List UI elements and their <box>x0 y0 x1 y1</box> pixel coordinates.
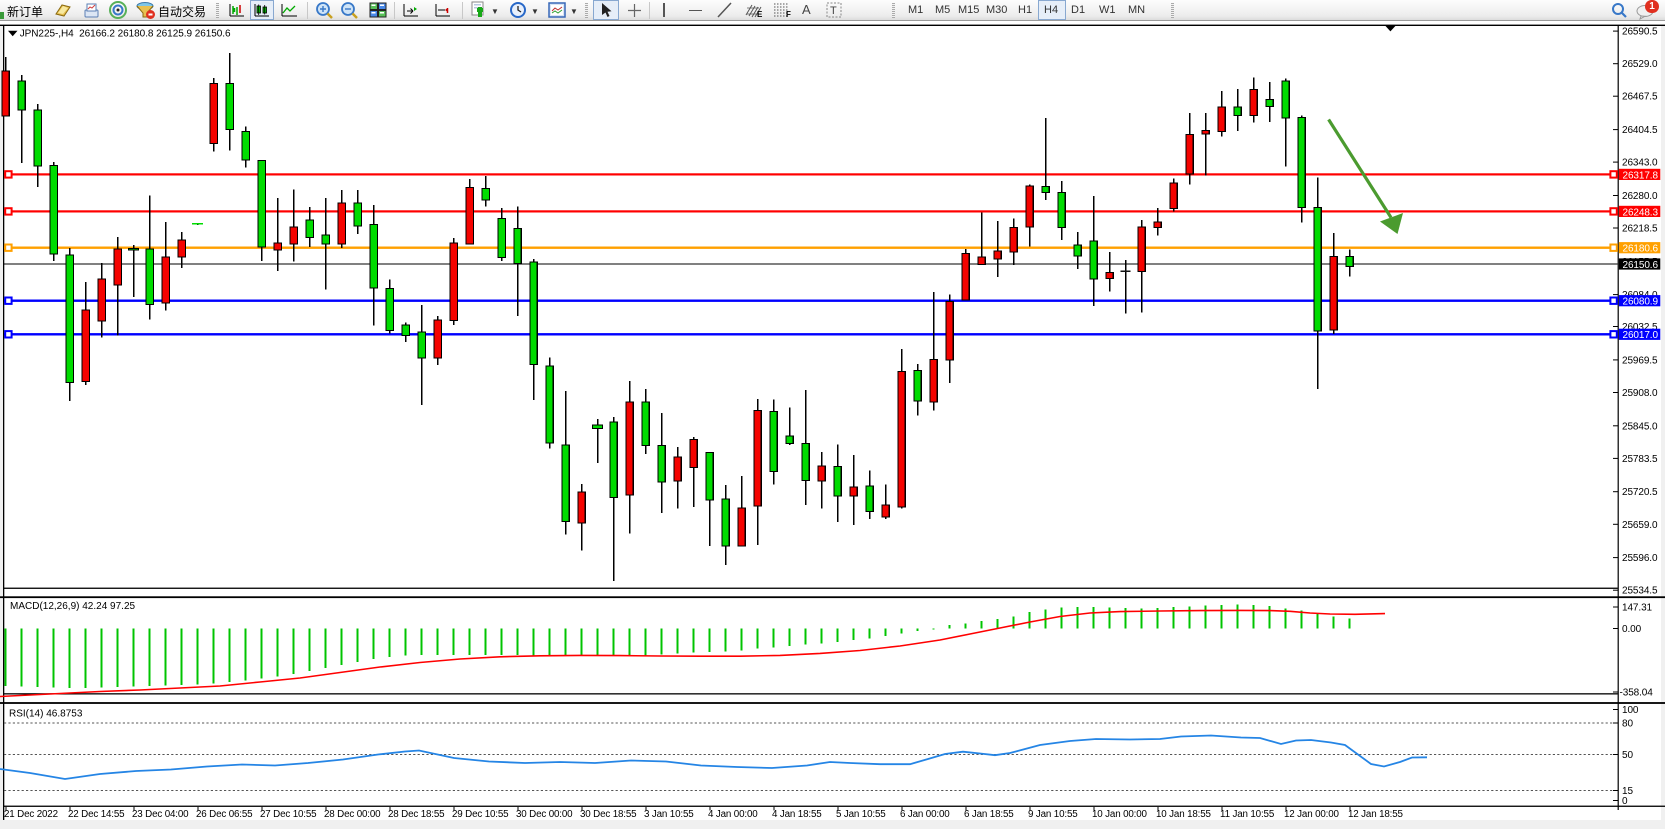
svg-text:6 Jan 18:55: 6 Jan 18:55 <box>964 809 1014 820</box>
svg-text:27 Dec 10:55: 27 Dec 10:55 <box>260 809 317 820</box>
svg-text:26032.5: 26032.5 <box>1622 322 1658 333</box>
svg-text:50: 50 <box>1622 750 1633 761</box>
svg-text:6 Jan 00:00: 6 Jan 00:00 <box>900 809 950 820</box>
svg-text:25845.0: 25845.0 <box>1622 421 1658 432</box>
svg-text:11 Jan 10:55: 11 Jan 10:55 <box>1220 809 1275 820</box>
svg-text:100: 100 <box>1622 705 1639 716</box>
svg-text:26150.6: 26150.6 <box>1623 260 1659 271</box>
svg-text:0.00: 0.00 <box>1622 624 1642 635</box>
svg-text:23 Dec 04:00: 23 Dec 04:00 <box>132 809 189 820</box>
svg-text:30 Dec 00:00: 30 Dec 00:00 <box>516 809 573 820</box>
svg-text:25783.5: 25783.5 <box>1622 454 1658 465</box>
svg-text:10 Jan 00:00: 10 Jan 00:00 <box>1092 809 1148 820</box>
svg-text:26218.5: 26218.5 <box>1622 224 1658 235</box>
svg-text:25596.0: 25596.0 <box>1622 553 1658 564</box>
svg-text:30 Dec 18:55: 30 Dec 18:55 <box>580 809 637 820</box>
svg-text:25969.5: 25969.5 <box>1622 355 1658 366</box>
svg-text:4 Jan 00:00: 4 Jan 00:00 <box>708 809 758 820</box>
svg-text:26529.0: 26529.0 <box>1622 59 1658 70</box>
svg-text:26280.0: 26280.0 <box>1622 191 1658 202</box>
svg-text:28 Dec 18:55: 28 Dec 18:55 <box>388 809 445 820</box>
svg-text:T: T <box>830 5 837 17</box>
svg-text:4 Jan 18:55: 4 Jan 18:55 <box>772 809 822 820</box>
svg-text:25659.0: 25659.0 <box>1622 520 1658 531</box>
svg-text:0: 0 <box>1622 796 1628 807</box>
svg-text:22 Dec 14:55: 22 Dec 14:55 <box>68 809 125 820</box>
svg-text:9 Jan 10:55: 9 Jan 10:55 <box>1028 809 1078 820</box>
svg-text:25908.0: 25908.0 <box>1622 388 1658 399</box>
svg-text:26317.8: 26317.8 <box>1623 170 1659 181</box>
svg-text:JPN225-,H4 26166.2 26180.8 26: JPN225-,H4 26166.2 26180.8 26125.9 26150… <box>20 29 231 40</box>
svg-text:26 Dec 06:55: 26 Dec 06:55 <box>196 809 253 820</box>
svg-text:26404.5: 26404.5 <box>1622 125 1658 136</box>
svg-text:26467.5: 26467.5 <box>1622 92 1658 103</box>
svg-text:12 Jan 00:00: 12 Jan 00:00 <box>1284 809 1340 820</box>
svg-text:25534.5: 25534.5 <box>1622 586 1658 597</box>
svg-text:-358.04: -358.04 <box>1620 688 1654 699</box>
svg-text:15: 15 <box>1622 786 1633 797</box>
svg-text:5 Jan 10:55: 5 Jan 10:55 <box>836 809 886 820</box>
svg-text:RSI(14) 46.8753: RSI(14) 46.8753 <box>9 709 83 720</box>
svg-text:12 Jan 18:55: 12 Jan 18:55 <box>1348 809 1404 820</box>
svg-text:25720.5: 25720.5 <box>1622 487 1658 498</box>
svg-text:26180.6: 26180.6 <box>1623 244 1659 255</box>
svg-text:80: 80 <box>1622 719 1633 730</box>
svg-text:26248.3: 26248.3 <box>1623 207 1659 218</box>
svg-text:3 Jan 10:55: 3 Jan 10:55 <box>644 809 694 820</box>
svg-text:21 Dec 2022: 21 Dec 2022 <box>4 809 58 820</box>
svg-text:29 Dec 10:55: 29 Dec 10:55 <box>452 809 509 820</box>
svg-text:26017.0: 26017.0 <box>1623 330 1659 341</box>
svg-text:147.31: 147.31 <box>1622 603 1653 614</box>
svg-text:28 Dec 00:00: 28 Dec 00:00 <box>324 809 381 820</box>
svg-text:26590.5: 26590.5 <box>1622 27 1658 38</box>
svg-text:10 Jan 18:55: 10 Jan 18:55 <box>1156 809 1212 820</box>
svg-text:26080.9: 26080.9 <box>1623 297 1659 308</box>
svg-text:26343.0: 26343.0 <box>1622 158 1658 169</box>
svg-text:MACD(12,26,9) 42.24 97.25: MACD(12,26,9) 42.24 97.25 <box>10 601 136 612</box>
